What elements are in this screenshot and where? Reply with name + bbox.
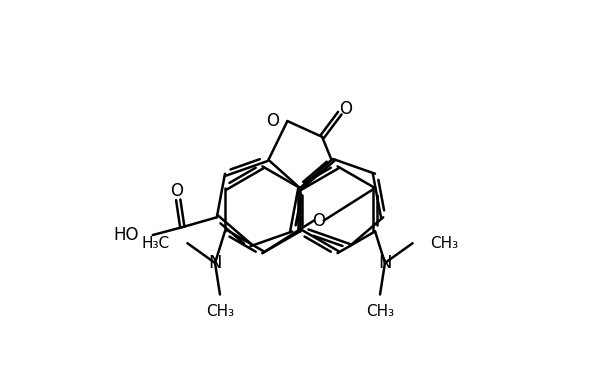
Text: CH₃: CH₃ bbox=[430, 236, 458, 251]
Text: H₃C: H₃C bbox=[142, 236, 170, 251]
Text: CH₃: CH₃ bbox=[206, 304, 234, 319]
Text: O: O bbox=[170, 182, 183, 200]
Text: N: N bbox=[378, 254, 392, 272]
Text: O: O bbox=[266, 112, 280, 130]
Text: CH₃: CH₃ bbox=[366, 304, 394, 319]
Text: N: N bbox=[208, 254, 222, 272]
Text: O: O bbox=[339, 100, 352, 118]
Text: O: O bbox=[312, 211, 325, 229]
Text: HO: HO bbox=[113, 226, 139, 244]
